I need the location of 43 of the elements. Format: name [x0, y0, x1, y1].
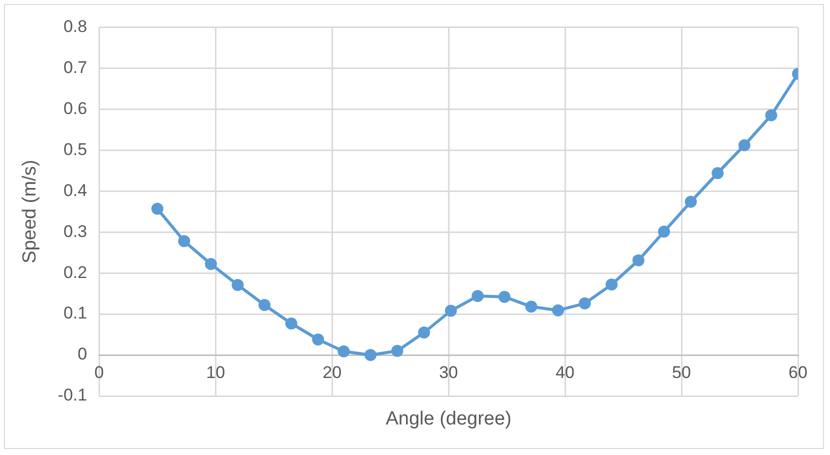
point [472, 290, 484, 302]
point [498, 290, 510, 303]
point [765, 109, 778, 122]
point [712, 167, 724, 180]
y-tick-label: 0.1 [63, 304, 88, 323]
x-tick-label: 10 [206, 362, 226, 382]
y-tick-label: 0.7 [63, 58, 88, 77]
y-tick-label: -0.1 [58, 386, 88, 405]
point [178, 235, 190, 248]
x-tick-label: 60 [788, 362, 808, 382]
x-tick-label: 20 [322, 362, 342, 382]
x-tick-label: 40 [556, 362, 574, 382]
x-tick-label: 0 [94, 362, 104, 382]
point [151, 202, 164, 215]
y-tick-label: 0.2 [63, 262, 88, 282]
x-tick-label: 50 [672, 362, 691, 382]
point [738, 139, 750, 152]
point [418, 326, 430, 338]
point [684, 196, 697, 208]
point [632, 254, 644, 266]
point [285, 317, 298, 330]
point [525, 300, 538, 313]
y-tick-label: 0.4 [63, 180, 88, 200]
point [204, 258, 217, 270]
y-tick-label: 0.6 [63, 98, 88, 118]
point [364, 349, 376, 362]
point [258, 299, 270, 312]
point [232, 278, 244, 291]
point [578, 297, 591, 310]
point [338, 345, 350, 358]
point [312, 333, 324, 346]
y-tick-label: 0.8 [63, 16, 88, 36]
point [391, 344, 404, 357]
y-tick-label: 0 [78, 344, 88, 364]
point [552, 304, 564, 316]
x-axis-title: Angle (degree) [386, 408, 512, 430]
point [444, 304, 457, 317]
y-tick-label: 0.5 [63, 140, 88, 159]
point [606, 278, 618, 291]
point [658, 226, 670, 238]
y-tick-label: 0.3 [63, 222, 88, 241]
y-axis-title: Speed (m/s) [20, 160, 41, 264]
x-tick-label: 30 [439, 362, 458, 382]
